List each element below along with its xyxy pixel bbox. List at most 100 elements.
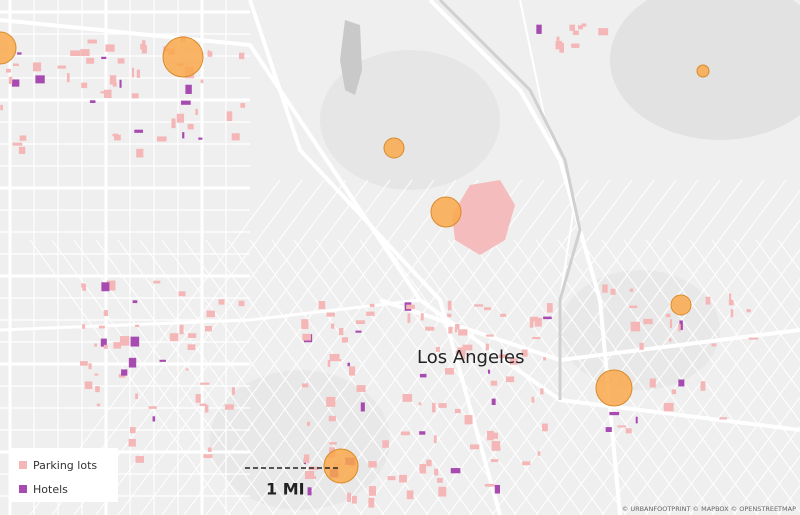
parking-lot	[240, 103, 246, 108]
parking-lot	[366, 311, 375, 316]
parking-lot	[490, 380, 498, 386]
parking-lot	[399, 474, 407, 483]
street	[623, 278, 800, 515]
parking-lot	[81, 82, 88, 89]
hotel	[678, 379, 685, 387]
parking-lot	[218, 299, 225, 305]
street	[381, 179, 633, 515]
hotel	[134, 129, 144, 133]
hotel	[35, 75, 45, 84]
parking-lot	[462, 351, 466, 360]
street	[733, 239, 800, 332]
parking-lot	[203, 454, 213, 459]
hotel	[487, 369, 491, 374]
parking-lot	[347, 492, 351, 502]
parking-lot	[447, 300, 452, 311]
parking-lot	[406, 490, 414, 500]
parking-lot	[529, 319, 534, 328]
parking-lot	[178, 291, 186, 297]
parking-lot	[369, 303, 375, 308]
street	[447, 179, 699, 515]
parking-lot	[452, 180, 515, 255]
parking-lot	[185, 368, 189, 371]
hotel	[17, 52, 22, 55]
parking-lot	[598, 28, 609, 36]
parking-lot	[103, 310, 108, 317]
marker	[383, 137, 405, 159]
hotel	[159, 359, 166, 362]
scale-label: 1 MI	[266, 480, 305, 499]
parking-lot	[602, 284, 608, 293]
parking-lot	[313, 476, 317, 480]
parking-lot	[18, 146, 26, 154]
hotel	[101, 56, 107, 60]
parking-lot	[469, 444, 480, 450]
parking-lot	[86, 57, 95, 64]
parking-lot	[490, 459, 499, 462]
parking-lot	[128, 438, 136, 447]
parking-lot	[103, 344, 108, 349]
parking-lot	[610, 288, 616, 295]
hotel	[679, 320, 683, 330]
parking-lot	[458, 329, 468, 336]
parking-lot	[746, 309, 751, 313]
hotel	[182, 132, 185, 139]
parking-lot	[418, 402, 422, 406]
parking-lot	[13, 63, 19, 67]
parking-lot	[106, 280, 116, 291]
parking-lot	[84, 381, 93, 390]
parking-lot	[581, 23, 587, 27]
parking-lot	[87, 39, 97, 44]
street	[689, 366, 800, 515]
parking-lot	[136, 69, 140, 78]
parking-lot	[629, 305, 638, 309]
hotel	[185, 84, 192, 94]
hotel	[89, 100, 96, 104]
parking-lot	[748, 337, 759, 340]
parking-lot	[669, 338, 672, 342]
parking-lot	[109, 75, 117, 85]
parking-lot	[571, 43, 580, 48]
hotel	[128, 357, 137, 368]
hotel	[130, 336, 140, 347]
parking-lot	[82, 284, 87, 291]
parking-lot	[303, 454, 310, 463]
hotel	[152, 416, 156, 422]
place-label: Los Angeles	[417, 347, 525, 368]
parking-lot	[447, 313, 452, 318]
parking-lot	[407, 313, 411, 323]
parking-lot	[419, 463, 427, 474]
hotel	[347, 362, 350, 367]
street	[205, 179, 457, 515]
parking-lot	[135, 455, 145, 463]
parking-lot	[171, 118, 176, 129]
parking-lot	[625, 428, 632, 434]
parking-lot	[329, 442, 337, 445]
parking-lot	[484, 483, 495, 487]
parking-lot	[103, 89, 112, 99]
parking-lot	[105, 44, 115, 52]
parking-lot	[537, 451, 541, 456]
parking-lot	[337, 359, 342, 362]
hotel	[494, 484, 500, 494]
parking-lot	[113, 342, 122, 349]
parking-lot	[368, 486, 376, 496]
parking-lot	[431, 402, 436, 413]
street	[513, 179, 765, 515]
parking-lot	[485, 343, 489, 351]
parking-lot	[341, 337, 349, 343]
street	[315, 179, 567, 515]
street	[161, 179, 413, 515]
parking-lot	[438, 403, 447, 408]
parking-lot	[555, 40, 562, 50]
parking-lot	[663, 402, 674, 412]
street	[711, 396, 800, 515]
street	[403, 179, 655, 515]
parking-lot	[306, 421, 311, 426]
highway	[248, 0, 502, 515]
street	[491, 179, 743, 515]
parking-lot	[433, 435, 437, 444]
hotel	[609, 411, 620, 416]
